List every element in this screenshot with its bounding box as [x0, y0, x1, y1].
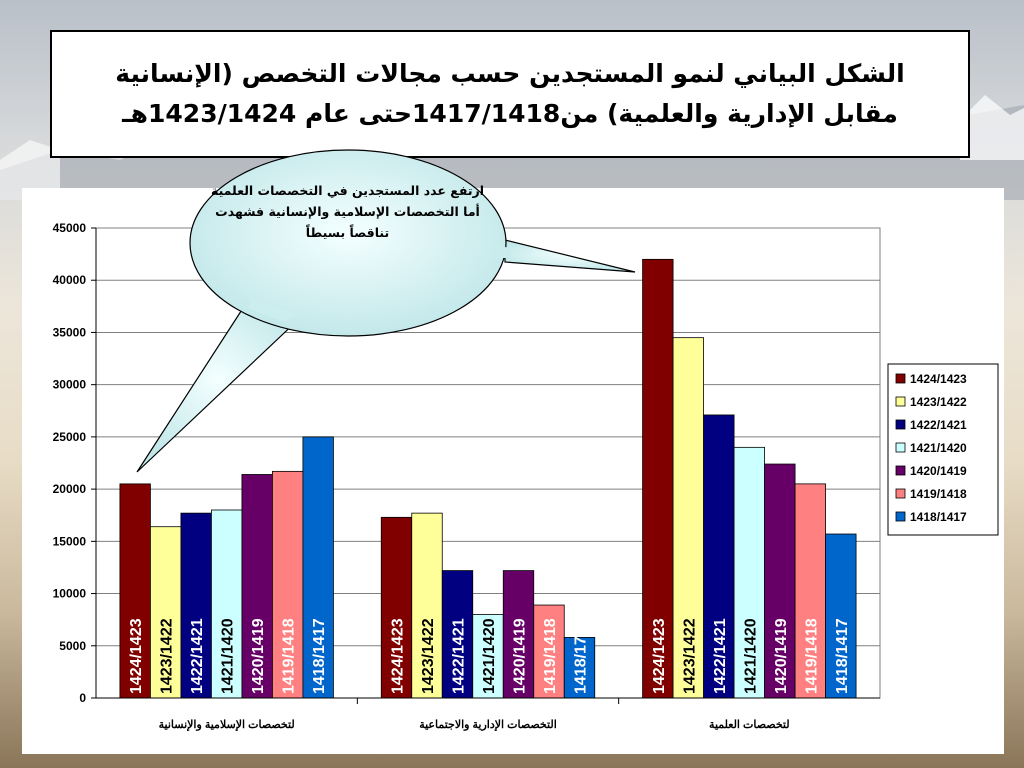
chart-panel: 0 5000 10000 15000 20000 25000 30000 35000 40000…: [22, 188, 1004, 754]
legend-label: 1419/1418: [910, 487, 967, 501]
title-line-2: مقابل الإدارية والعلمية) من1417/1418حتى …: [122, 99, 898, 128]
y-axis: 0 5000 10000 15000 20000 25000 30000 35000 40000…: [53, 221, 97, 705]
legend-swatch: [895, 373, 906, 384]
legend-swatch: [895, 396, 906, 407]
bar-label: 1422/1421: [189, 618, 206, 694]
title-line-1: الشكل البياني لنمو المستجدين حسب مجالات …: [115, 59, 905, 88]
bar: [380, 516, 413, 699]
y-tick-label: 20000: [53, 482, 87, 496]
category-label: التخصصات الإدارية والاجتماعية: [419, 719, 557, 732]
bar-label: 1423/1422: [159, 618, 176, 694]
y-tick-label: 5000: [59, 639, 86, 653]
bar-label: 1420/1419: [250, 618, 267, 694]
bar-label: 1420/1419: [512, 618, 529, 694]
legend-label: 1421/1420: [910, 441, 967, 455]
bar-label: 1421/1420: [742, 618, 759, 694]
y-tick-label: 30000: [53, 378, 87, 392]
category-label: لتخصصات الإسلامية والإنسانية: [159, 719, 295, 732]
bar-label: 1420/1419: [773, 618, 790, 694]
bar: [302, 436, 334, 699]
legend-label: 1422/1421: [910, 418, 967, 432]
y-tick-label: 45000: [53, 221, 87, 235]
legend-label: 1418/1417: [910, 510, 967, 524]
bar: [272, 470, 304, 699]
bar: [241, 474, 273, 699]
bar-label: 1422/1421: [712, 618, 729, 694]
bar: [825, 533, 857, 699]
bar-label: 1419/1418: [803, 618, 820, 694]
legend-swatch: [895, 511, 906, 522]
bar: [472, 614, 504, 699]
bar: [533, 604, 565, 699]
legend-swatch: [895, 419, 906, 430]
bar: [642, 258, 674, 699]
x-axis: لتخصصات الإسلامية والإنسانية التخصصات الإ…: [96, 697, 880, 732]
bar-chart: 0 5000 10000 15000 20000 25000 30000 35000 40000…: [53, 221, 999, 732]
bar-label: 1421/1420: [220, 618, 237, 694]
legend-label: 1424/1423: [910, 372, 967, 386]
legend-box: [887, 363, 999, 536]
bar-label: 1422/1421: [451, 618, 468, 694]
bar-label: 1424/1423: [390, 618, 407, 694]
bar: [411, 512, 443, 699]
bar: [441, 570, 474, 699]
title-box: الشكل البياني لنمو المستجدين حسب مجالات …: [50, 30, 970, 158]
y-tick-label: 35000: [53, 325, 87, 339]
legend-label: 1423/1422: [910, 395, 967, 409]
y-tick-label: 0: [79, 691, 86, 705]
bar: [211, 509, 243, 699]
bar: [119, 483, 151, 699]
y-tick-label: 25000: [53, 430, 87, 444]
legend-swatch: [895, 488, 906, 499]
bar-label: 1419/1418: [542, 618, 559, 694]
bar-label: 1418/17: [573, 636, 590, 694]
bar: [502, 570, 535, 699]
y-tick-label: 40000: [53, 273, 87, 287]
bars: 1424/1423 1423/1422 1422/1421 1421/1420 1420…: [119, 258, 857, 699]
legend-swatch: [895, 442, 906, 453]
bar: [733, 446, 765, 699]
bar-label: 1418/1417: [834, 618, 851, 694]
bar-label: 1421/1420: [481, 618, 498, 694]
bar: [150, 526, 182, 699]
bar-label: 1423/1422: [420, 618, 437, 694]
legend-swatch: [895, 465, 906, 476]
bar-label: 1419/1418: [281, 618, 298, 694]
bar-label: 1418/1417: [311, 618, 328, 694]
legend: 1424/1423 1423/1422 1422/1421 1421/1420 1420…: [887, 363, 999, 536]
category-label: لتخصصات العلمية: [709, 719, 790, 731]
bar-label: 1424/1423: [651, 618, 668, 694]
y-tick-label: 10000: [53, 587, 87, 601]
bar-label: 1424/1423: [128, 618, 145, 694]
callout-text: ارتفع عدد المستجدين في التخصصات العلمية …: [210, 183, 484, 240]
bar-label: 1423/1422: [681, 618, 698, 694]
legend-label: 1420/1419: [910, 464, 967, 478]
y-tick-label: 15000: [53, 534, 87, 548]
